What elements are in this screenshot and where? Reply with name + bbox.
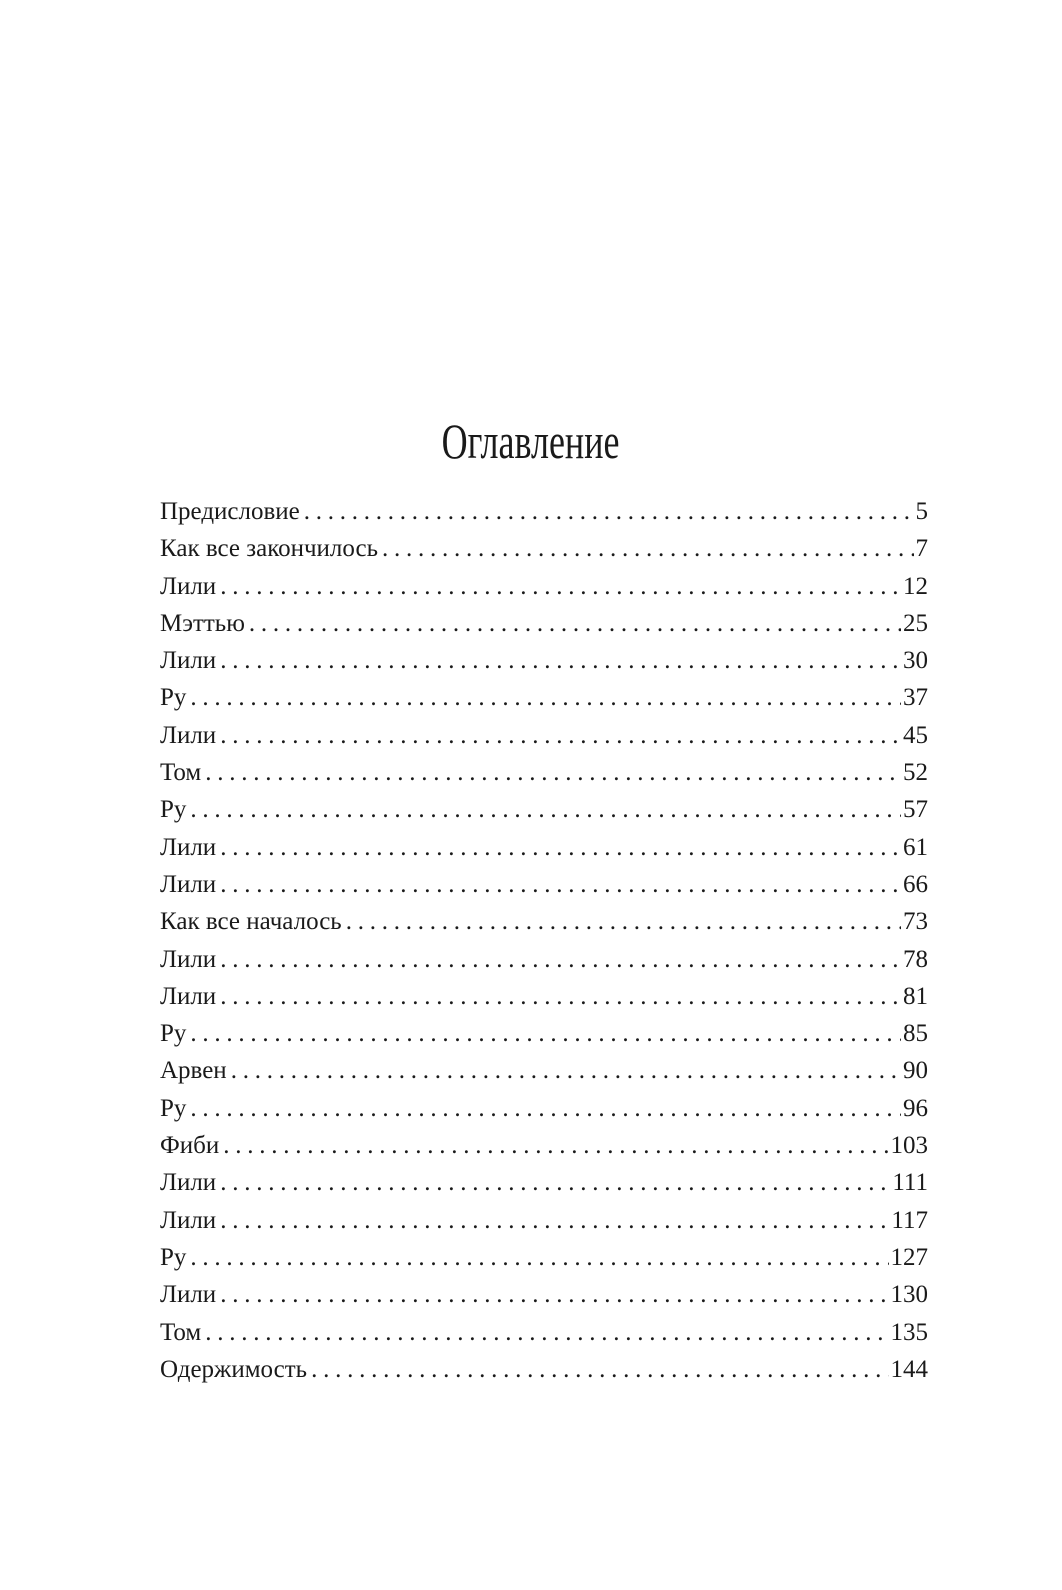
toc-entry-page: 7 bbox=[915, 535, 929, 563]
toc-entry-page: 130 bbox=[890, 1281, 929, 1309]
dot-leader bbox=[220, 568, 901, 605]
toc-entry-page: 61 bbox=[903, 833, 928, 861]
toc-entry-page: 57 bbox=[903, 796, 928, 824]
dot-leader bbox=[346, 903, 901, 940]
toc-entry-label: Лили bbox=[160, 1281, 217, 1309]
toc-entry: Предисловие 5 bbox=[160, 493, 928, 530]
toc-entry-page: 12 bbox=[903, 572, 928, 600]
toc-entry-page: 117 bbox=[891, 1206, 928, 1234]
dot-leader bbox=[382, 530, 913, 567]
toc-entry: Как все закончилось 7 bbox=[160, 530, 928, 567]
toc-entry-label: Лили bbox=[160, 647, 217, 675]
toc-entry-page: 127 bbox=[890, 1243, 929, 1271]
toc-entry: Лили 130 bbox=[160, 1276, 928, 1313]
toc-entry: Как все началось 73 bbox=[160, 903, 928, 940]
dot-leader bbox=[220, 717, 901, 754]
toc-entry-page: 96 bbox=[903, 1094, 928, 1122]
toc-entry-label: Лили bbox=[160, 833, 217, 861]
toc-entry: Лили 81 bbox=[160, 978, 928, 1015]
dot-leader bbox=[190, 1239, 888, 1276]
toc-entry-label: Лили bbox=[160, 982, 217, 1010]
dot-leader bbox=[220, 829, 901, 866]
toc-entry-label: Как все началось bbox=[160, 908, 342, 936]
page-title: Оглавление bbox=[0, 412, 1062, 470]
toc-entry-label: Лили bbox=[160, 721, 217, 749]
toc-entry-label: Ру bbox=[160, 796, 187, 824]
dot-leader bbox=[220, 1276, 888, 1313]
dot-leader bbox=[311, 1351, 888, 1388]
dot-leader bbox=[223, 1127, 888, 1164]
dot-leader bbox=[304, 493, 914, 530]
toc-entry: Ру 37 bbox=[160, 679, 928, 716]
toc-entry: Ру 127 bbox=[160, 1239, 928, 1276]
toc-entry-page: 66 bbox=[903, 870, 928, 898]
toc-entry-page: 30 bbox=[903, 647, 928, 675]
toc-entry-label: Предисловие bbox=[160, 498, 300, 525]
dot-leader bbox=[190, 679, 901, 716]
toc-entry-label: Том bbox=[160, 1318, 202, 1346]
title-text: Оглавление bbox=[442, 413, 620, 469]
toc-entry: Ру 96 bbox=[160, 1090, 928, 1127]
dot-leader bbox=[249, 605, 901, 642]
dot-leader bbox=[220, 1202, 889, 1239]
toc-entry-page: 78 bbox=[903, 945, 928, 973]
toc-entry-label: Лили bbox=[160, 870, 217, 898]
toc-entry: Лили 78 bbox=[160, 941, 928, 978]
toc-entry-page: 45 bbox=[903, 721, 928, 749]
dot-leader bbox=[220, 1164, 890, 1201]
toc-entry-page: 52 bbox=[903, 759, 928, 787]
dot-leader bbox=[205, 754, 901, 791]
dot-leader bbox=[190, 791, 901, 828]
toc-entry: Лили 30 bbox=[160, 642, 928, 679]
toc-entry-label: Лили bbox=[160, 945, 217, 973]
toc-entry-label: Ру bbox=[160, 684, 187, 712]
toc-entry-label: Ру bbox=[160, 1020, 187, 1048]
toc-entry: Том 135 bbox=[160, 1314, 928, 1351]
toc-entry-page: 111 bbox=[892, 1169, 928, 1197]
toc-entry-page: 90 bbox=[903, 1057, 928, 1085]
toc-entry: Лили 12 bbox=[160, 568, 928, 605]
toc-entry-page: 5 bbox=[915, 498, 929, 525]
toc-entry: Одержимость 144 bbox=[160, 1351, 928, 1388]
toc-entry: Фиби 103 bbox=[160, 1127, 928, 1164]
dot-leader bbox=[220, 941, 901, 978]
toc-entry-page: 37 bbox=[903, 684, 928, 712]
dot-leader bbox=[231, 1052, 901, 1089]
toc-entry-page: 144 bbox=[890, 1355, 929, 1383]
toc-entry: Лили 117 bbox=[160, 1202, 928, 1239]
toc-entry: Ру 57 bbox=[160, 791, 928, 828]
dot-leader bbox=[190, 1015, 901, 1052]
toc-entry-page: 85 bbox=[903, 1020, 928, 1048]
dot-leader bbox=[220, 866, 901, 903]
toc-entry-page: 103 bbox=[890, 1132, 929, 1160]
toc-entry: Лили 45 bbox=[160, 717, 928, 754]
dot-leader bbox=[220, 642, 901, 679]
toc-entry-label: Лили bbox=[160, 1206, 217, 1234]
toc-entry-label: Одержимость bbox=[160, 1355, 308, 1383]
dot-leader bbox=[220, 978, 901, 1015]
toc-entry-label: Как все закончилось bbox=[160, 535, 379, 563]
toc-entry-label: Ру bbox=[160, 1243, 187, 1271]
toc-entry: Мэттью 25 bbox=[160, 605, 928, 642]
toc-entry: Лили 66 bbox=[160, 866, 928, 903]
toc-entry-label: Лили bbox=[160, 572, 217, 600]
table-of-contents: Предисловие 5 Как все закончилось 7 Лили 12 Мэ… bbox=[160, 493, 928, 1388]
toc-entry-page: 81 bbox=[903, 982, 928, 1010]
toc-entry: Ру 85 bbox=[160, 1015, 928, 1052]
toc-entry-label: Ру bbox=[160, 1094, 187, 1122]
toc-entry: Том 52 bbox=[160, 754, 928, 791]
toc-entry-label: Лили bbox=[160, 1169, 217, 1197]
toc-entry-label: Фиби bbox=[160, 1132, 220, 1160]
dot-leader bbox=[190, 1090, 901, 1127]
toc-entry-label: Том bbox=[160, 759, 202, 787]
toc-entry: Лили 111 bbox=[160, 1164, 928, 1201]
toc-entry-label: Мэттью bbox=[160, 609, 245, 637]
toc-entry: Арвен 90 bbox=[160, 1052, 928, 1089]
toc-entry: Лили 61 bbox=[160, 829, 928, 866]
toc-entry-page: 135 bbox=[890, 1318, 929, 1346]
dot-leader bbox=[205, 1314, 888, 1351]
toc-entry-label: Арвен bbox=[160, 1057, 227, 1085]
toc-entry-page: 25 bbox=[903, 609, 928, 637]
toc-entry-page: 73 bbox=[903, 908, 928, 936]
